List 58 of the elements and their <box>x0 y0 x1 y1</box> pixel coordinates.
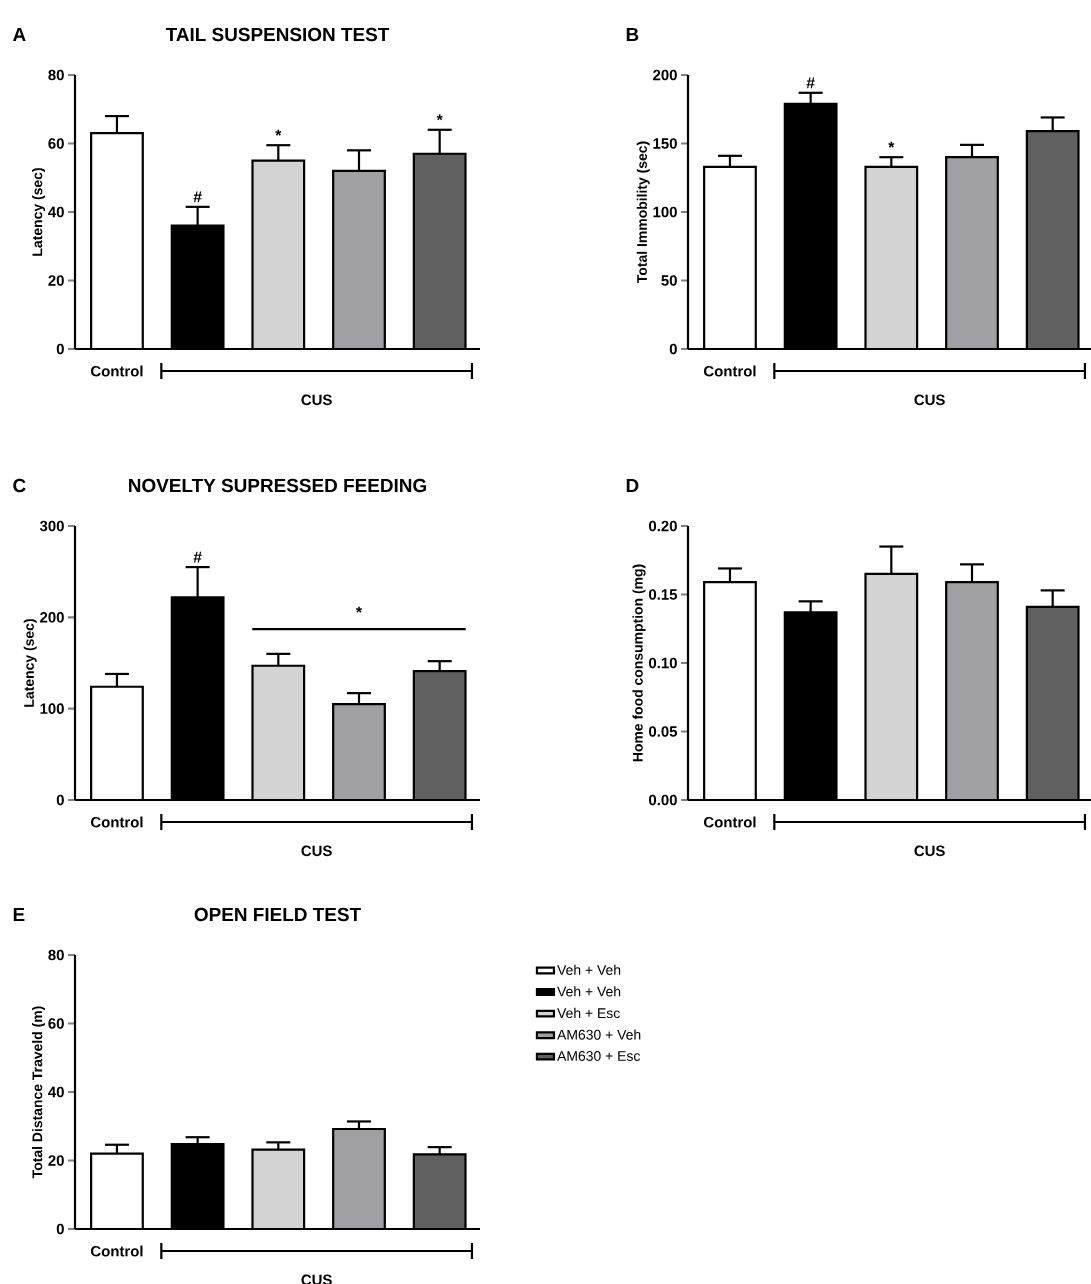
y-tick-label: 50 <box>661 275 677 286</box>
y-axis-title: Latency (sec) <box>23 619 37 707</box>
data-label: # <box>193 191 202 203</box>
data-label: # <box>193 551 202 563</box>
x-tick-label: Control <box>91 1245 143 1257</box>
text: B <box>626 27 639 41</box>
y-tick-label: 300 <box>39 520 64 532</box>
text: A <box>12 27 26 41</box>
y-tick-label: 0.10 <box>649 657 677 669</box>
legend-label: AM630 + Esc <box>557 1051 641 1061</box>
x-tick-label: Control <box>704 365 756 377</box>
text: CUS <box>301 394 332 406</box>
y-tick-label: 20 <box>48 275 64 286</box>
y-tick-label: 20 <box>48 1155 64 1166</box>
ref-line-label: * <box>355 606 363 613</box>
y-axis-title: Latency (sec) <box>32 168 46 256</box>
y-tick-label: 40 <box>48 1086 64 1098</box>
text: CUS <box>301 845 332 857</box>
data-label: * <box>436 114 443 121</box>
y-tick-label: 60 <box>48 1018 64 1029</box>
text: E <box>13 907 25 921</box>
text: C <box>13 478 26 493</box>
legend-label: Veh + Veh <box>557 986 621 997</box>
text: CUS <box>914 394 945 406</box>
y-tick-label: 0.20 <box>649 520 677 532</box>
y-tick-label: 150 <box>653 138 677 149</box>
chart-title: NOVELTY SUPRESSED FEEDING <box>129 478 427 493</box>
y-tick-label: 0 <box>669 343 677 355</box>
chart-title: OPEN FIELD TEST <box>194 907 361 922</box>
y-axis-title: Total Immobility (sec) <box>636 141 650 283</box>
y-tick-label: 0.00 <box>649 794 677 806</box>
y-axis-title: Home food consumption (mg) <box>632 564 646 762</box>
y-tick-label: 200 <box>653 69 677 81</box>
y-tick-label: 80 <box>48 949 64 961</box>
legend-label: AM630 + Veh <box>557 1029 641 1040</box>
y-tick-label: 200 <box>40 612 64 623</box>
y-tick-label: 0 <box>56 1223 64 1235</box>
data-label: * <box>888 141 895 148</box>
y-tick-label: 0 <box>56 343 64 355</box>
x-tick-label: Control <box>704 816 756 828</box>
x-tick-label: Control <box>91 816 143 828</box>
y-tick-label: 100 <box>653 206 677 218</box>
y-tick-label: 40 <box>48 206 64 218</box>
y-tick-label: 0 <box>56 794 64 806</box>
legend-label: Veh + Veh <box>557 964 621 975</box>
data-label: * <box>275 129 282 136</box>
text: D <box>626 478 639 492</box>
y-tick-label: 80 <box>48 69 64 81</box>
x-tick-label: Control <box>91 365 143 377</box>
text: CUS <box>914 845 945 857</box>
y-tick-label: 0.05 <box>649 726 678 737</box>
y-tick-label: 60 <box>48 138 64 149</box>
y-axis-title: Total Distance Traveld (m) <box>32 1006 46 1179</box>
y-tick-label: 0.15 <box>649 589 678 600</box>
legend-label: Veh + Esc <box>557 1007 620 1019</box>
data-label: # <box>806 77 815 89</box>
y-tick-label: 100 <box>40 703 64 714</box>
chart-title: TAIL SUSPENSION TEST <box>165 27 390 42</box>
